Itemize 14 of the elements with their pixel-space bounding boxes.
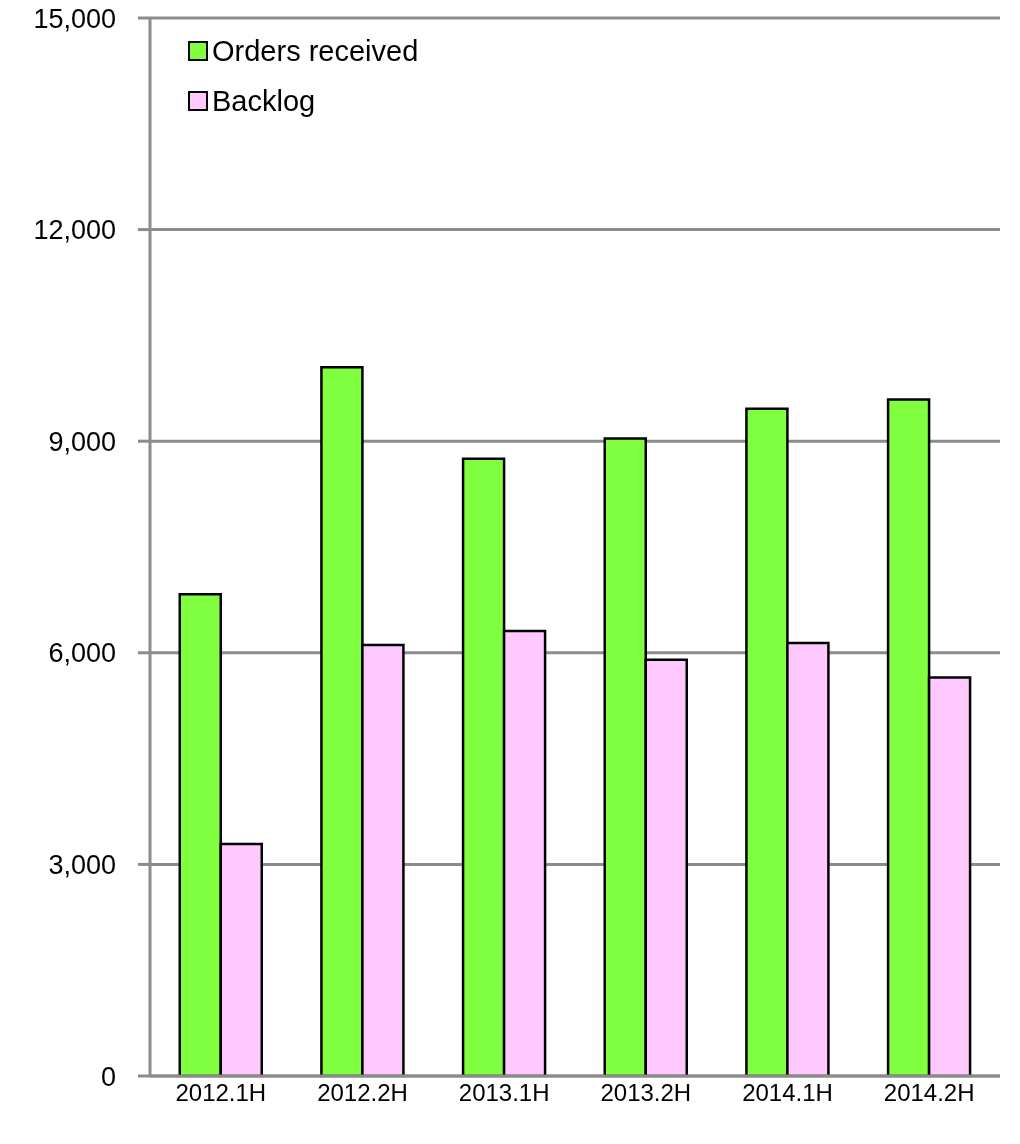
y-tick-label: 9,000 [48, 426, 116, 457]
x-tick-label: 2012.2H [317, 1079, 408, 1107]
y-tick-label: 0 [100, 1061, 116, 1092]
legend-label: Orders received [212, 34, 419, 68]
x-tick-label: 2012.1H [175, 1079, 267, 1107]
y-tick-label: 3,000 [48, 849, 116, 880]
x-tick-label: 2013.1H [458, 1079, 550, 1107]
y-tick-label: 6,000 [48, 638, 116, 669]
x-tick-label: 2014.1H [742, 1079, 833, 1107]
y-tick-label: 15,000 [33, 3, 116, 34]
legend-label: Backlog [212, 84, 316, 118]
x-tick-label: 2013.2H [600, 1079, 692, 1107]
x-tick-label: 2014.2H [883, 1079, 975, 1107]
y-tick-label: 12,000 [33, 215, 116, 246]
